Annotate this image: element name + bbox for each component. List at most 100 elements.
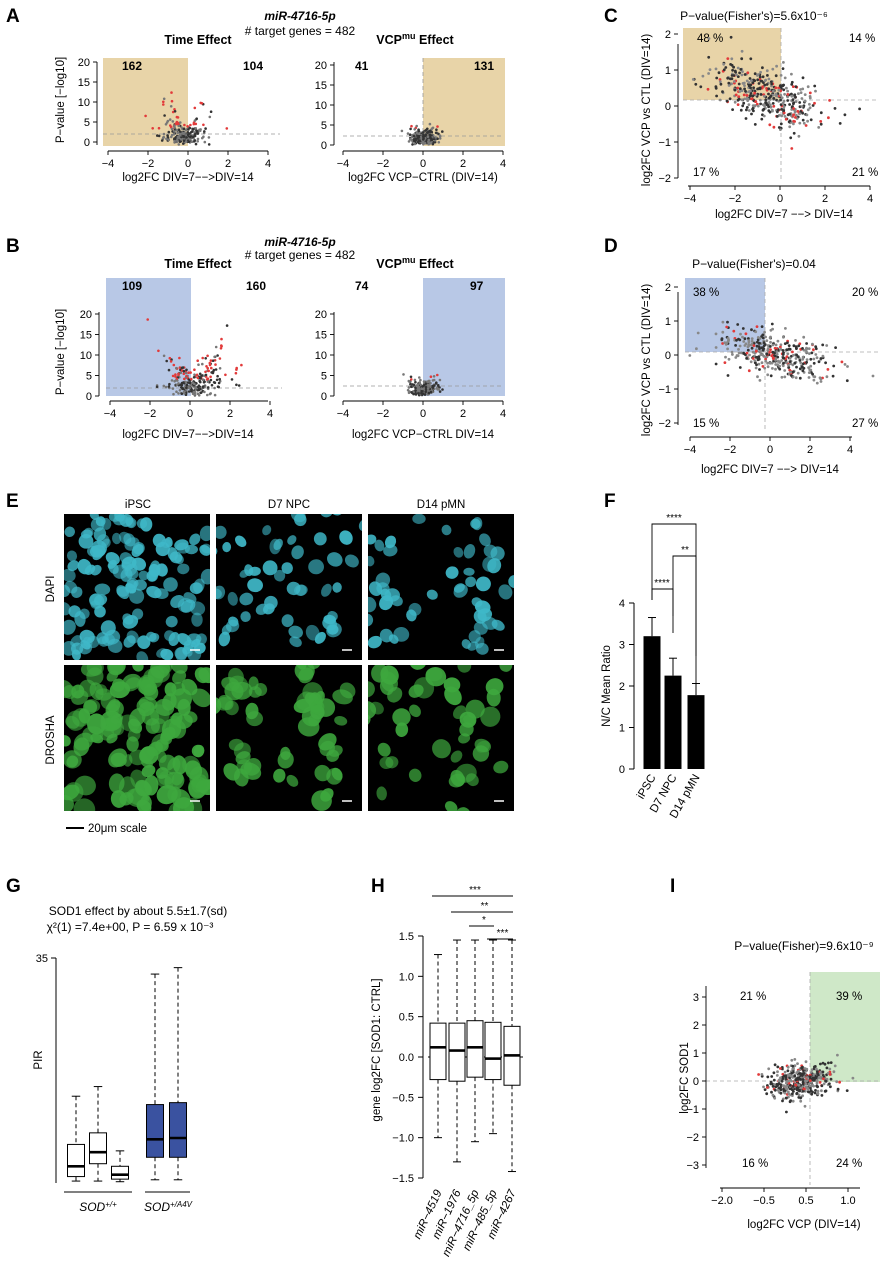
cell-nucleus [123, 635, 136, 648]
data-point [786, 93, 790, 96]
bar-1 [643, 636, 661, 769]
box [484, 1021, 502, 1081]
data-point [190, 389, 193, 393]
cell-nucleus [181, 678, 198, 696]
data-point [812, 361, 816, 365]
sig-label-3: * [482, 915, 486, 926]
data-point [757, 362, 761, 366]
cell-nucleus [170, 594, 185, 609]
data-point [787, 347, 791, 351]
data-point [175, 366, 178, 370]
data-point [761, 108, 765, 112]
data-point [765, 103, 769, 107]
data-point [691, 78, 695, 81]
cell-nucleus [474, 600, 491, 614]
data-point [819, 122, 823, 126]
panel-label-c: C [604, 6, 618, 27]
data-point [840, 360, 844, 364]
cell-nucleus [138, 701, 155, 717]
data-point [181, 386, 184, 390]
data-point [823, 1089, 827, 1093]
data-point [807, 347, 811, 350]
data-point [754, 330, 758, 334]
data-point [749, 343, 753, 347]
cell-nucleus [465, 576, 477, 588]
data-point [783, 92, 786, 96]
y-tick-label: −2 [686, 1132, 699, 1144]
data-point [170, 99, 174, 103]
cell-nucleus [136, 651, 149, 660]
cell-nucleus [228, 738, 244, 751]
data-point [762, 344, 766, 347]
data-point [770, 82, 773, 86]
data-point [203, 390, 206, 394]
data-point [788, 360, 792, 363]
data-point [796, 1062, 799, 1065]
bar-2 [664, 675, 682, 769]
data-point [750, 97, 754, 101]
data-point [736, 103, 740, 106]
data-point [724, 66, 728, 69]
data-point [814, 89, 817, 93]
data-point [796, 371, 800, 375]
data-point [688, 354, 692, 357]
data-point [795, 113, 798, 117]
y-tick-label: 5 [321, 120, 327, 132]
cell-nucleus [172, 670, 187, 684]
data-point [777, 126, 781, 129]
count-left: 162 [122, 59, 142, 73]
data-point [788, 356, 792, 360]
box [89, 1132, 107, 1165]
cell-nucleus [444, 686, 462, 706]
cell-nucleus [167, 786, 182, 802]
cell-nucleus [384, 588, 400, 602]
data-point [786, 341, 789, 345]
data-point [829, 1061, 833, 1064]
y-tick-label: 0 [619, 764, 625, 776]
data-point [801, 87, 805, 91]
data-point [209, 359, 213, 362]
data-point [772, 97, 776, 100]
y-tick-label: 0 [665, 101, 671, 113]
data-point [417, 132, 421, 135]
data-point [785, 1084, 789, 1088]
cell-nucleus [339, 530, 353, 545]
data-point [707, 55, 711, 59]
data-point [778, 113, 781, 117]
data-point [182, 372, 186, 376]
data-point [767, 101, 771, 104]
box [146, 1104, 164, 1158]
data-point [744, 89, 747, 93]
cell-nucleus [156, 563, 168, 577]
data-point [196, 132, 200, 135]
column-label-ipsc: iPSC [125, 499, 151, 511]
data-point [767, 96, 771, 100]
data-point [206, 377, 210, 381]
cell-nucleus [136, 799, 152, 811]
panel-b-right-title: VCPmu Effect [376, 255, 454, 271]
panel-b-time-volcano: 109 160 −4 −2 0 2 4 0 5 10 15 20 log2FC DIV=7−−>DI… [55, 278, 282, 441]
data-point [194, 127, 198, 130]
data-point [162, 103, 165, 106]
data-point [785, 348, 789, 352]
panel-i-pvalue: P−value(Fisher)=9.6x10⁻⁹ [734, 939, 874, 953]
y-tick-label: 10 [78, 97, 90, 109]
panel-a-target-genes: # target genes = 482 [245, 24, 356, 38]
data-point [412, 134, 416, 138]
data-point [402, 373, 405, 376]
data-point [412, 390, 415, 394]
sig-bracket-3-label: **** [654, 578, 670, 589]
row-label-dapi: DAPI [45, 576, 57, 603]
data-point [189, 123, 192, 127]
data-point [173, 137, 176, 140]
data-point [815, 1082, 819, 1085]
data-point [757, 1073, 760, 1076]
row-label-drosha: DROSHA [45, 715, 57, 765]
data-point [164, 385, 168, 389]
data-point [794, 376, 798, 380]
data-point [783, 369, 787, 372]
data-point [196, 385, 200, 389]
data-point [764, 359, 768, 363]
data-point [724, 343, 728, 346]
data-point [758, 368, 761, 371]
